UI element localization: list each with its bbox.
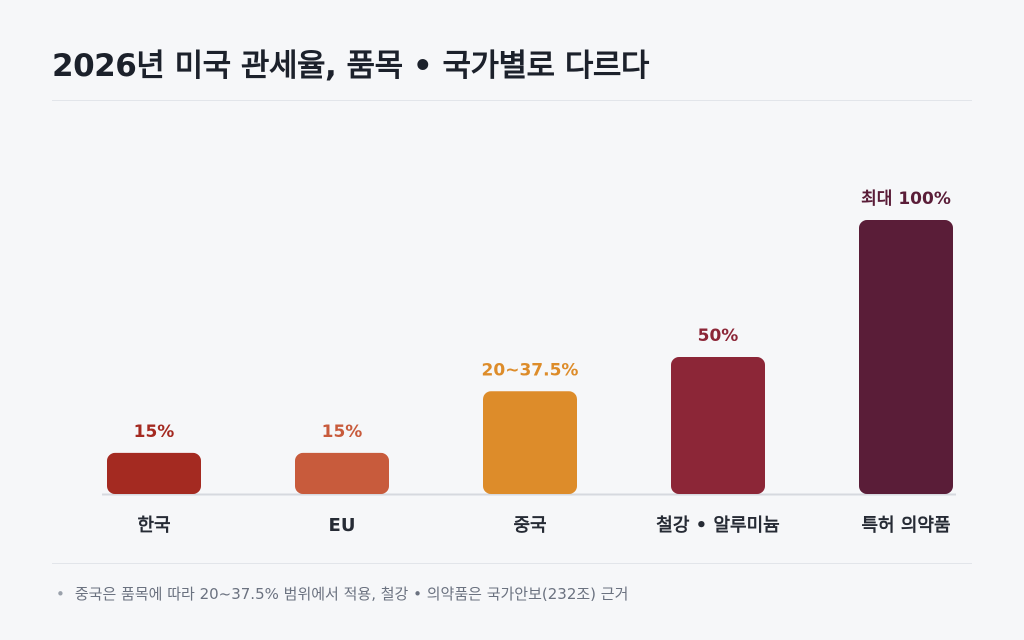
value-label-3: 20~37.5% — [482, 360, 579, 380]
footnote-divider — [52, 563, 972, 564]
bar-5 — [859, 220, 953, 494]
category-label-2: EU — [329, 515, 356, 536]
bullet-icon: • — [56, 585, 65, 603]
chart-title: 2026년 미국 관세율, 품목 • 국가별로 다르다 — [52, 48, 649, 84]
category-label-3: 중국 — [513, 515, 546, 536]
value-label-1: 15% — [134, 422, 175, 442]
bar-2 — [295, 452, 389, 494]
footnote-text: 중국은 품목에 따라 20~37.5% 범위에서 적용, 철강 • 의약품은 국… — [74, 585, 629, 603]
bar-3 — [483, 391, 577, 494]
footnote: • 중국은 품목에 따라 20~37.5% 범위에서 적용, 철강 • 의약품은 … — [56, 583, 628, 604]
category-label-5: 특허 의약품 — [861, 514, 950, 536]
value-label-5: 최대 100% — [861, 189, 951, 209]
bar-1 — [107, 452, 201, 494]
value-label-2: 15% — [322, 422, 363, 442]
category-label-4: 철강 • 알루미늄 — [656, 515, 779, 536]
title-divider — [52, 100, 972, 101]
bar-4 — [671, 357, 765, 494]
value-label-4: 50% — [698, 326, 739, 346]
bar-chart: 15% 한국 15% EU 20~37.5% 중국 50% 철강 • 알루미늄 최대 100% 특… — [102, 189, 956, 536]
category-label-1: 한국 — [137, 515, 170, 536]
